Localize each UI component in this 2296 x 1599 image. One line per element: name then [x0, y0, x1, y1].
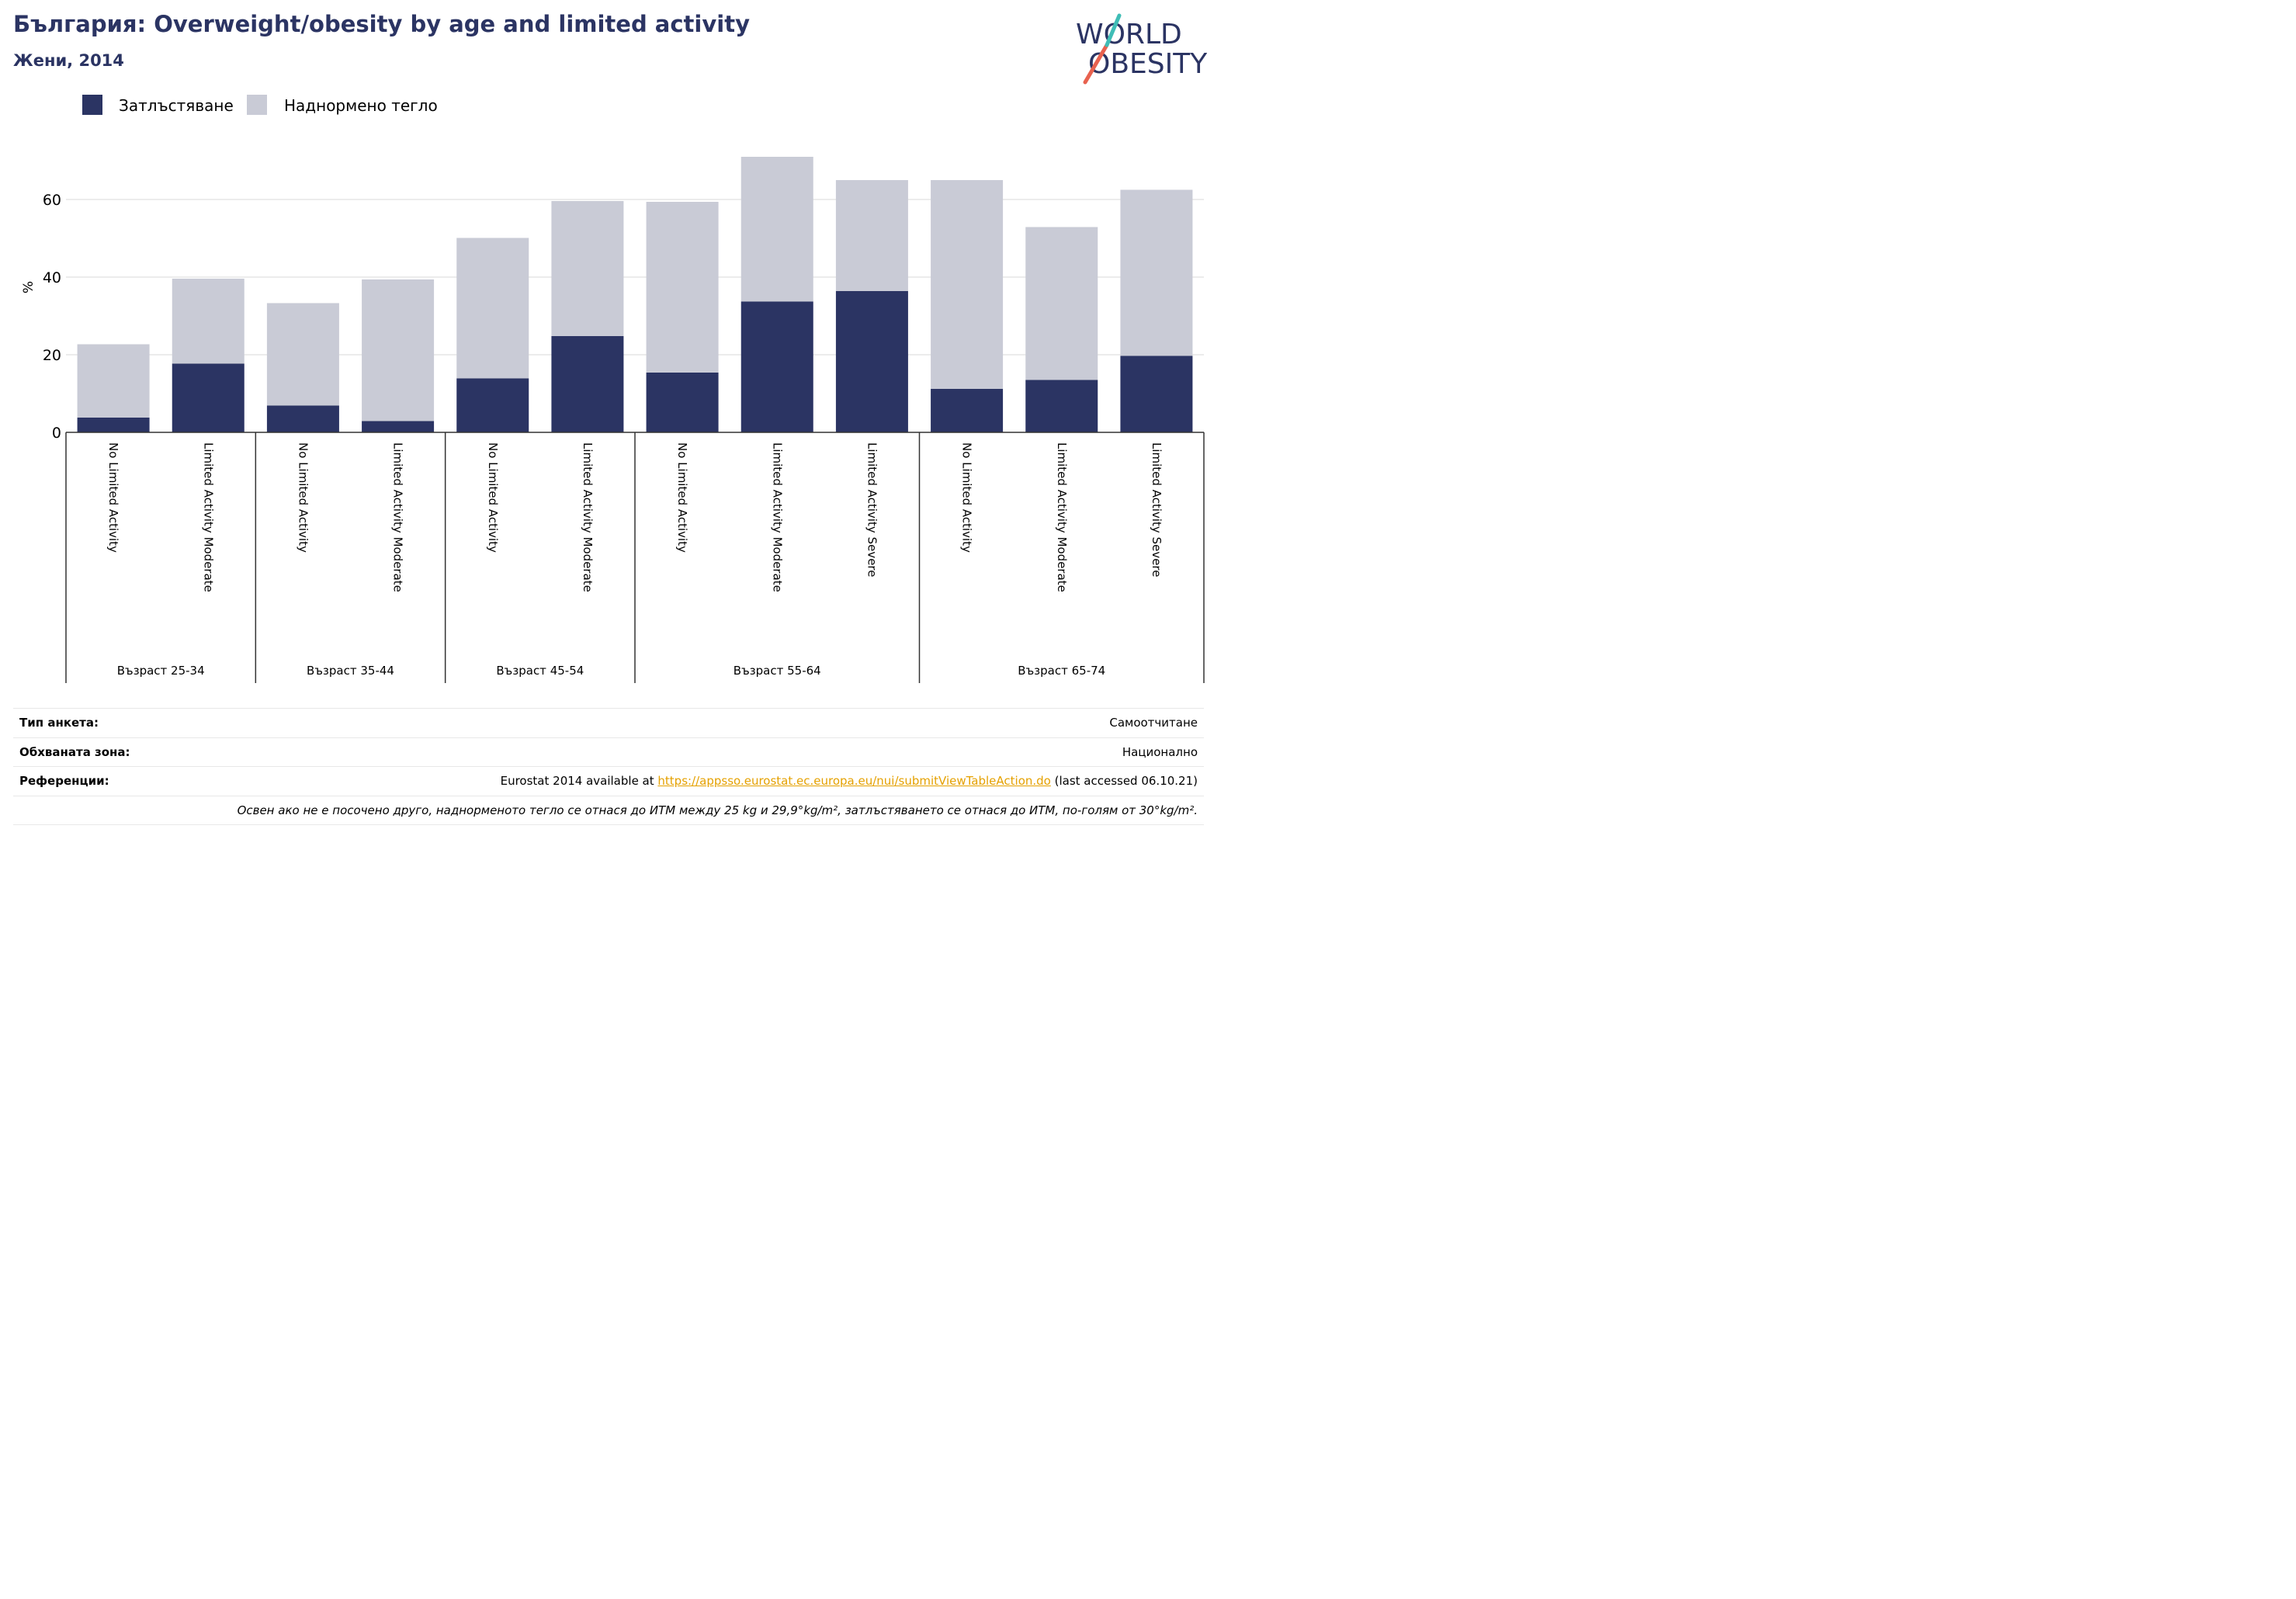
chart-title: България: Overweight/obesity by age and …: [13, 11, 750, 37]
bar-overweight-11: [1120, 189, 1193, 356]
bar-overweight-6: [646, 202, 719, 373]
group-label-2: Възраст 45-54: [496, 664, 584, 678]
bar-overweight-2: [266, 303, 339, 406]
bar-obesity-1: [172, 363, 245, 432]
logo-slash-teal: [1105, 13, 1122, 47]
x-category-label-2: No Limited Activity: [296, 442, 310, 553]
stacked-bar-chart: Затлъстяване Наднормено тегло 0 20 40 60% No…: [21, 95, 1205, 683]
x-category-label-11: Limited Activity Severe: [1150, 442, 1164, 578]
group-label-4: Възраст 65-74: [1018, 664, 1105, 678]
bar-obesity-7: [740, 301, 813, 432]
survey-type-value: Самоотчитане: [189, 708, 1204, 737]
bar-obesity-10: [1025, 380, 1098, 432]
chart-legend: Затлъстяване Наднормено тегло: [82, 95, 438, 115]
group-label-3: Възраст 55-64: [734, 664, 821, 678]
y-tick-label-0: 0: [52, 425, 61, 442]
bar-obesity-0: [77, 418, 150, 432]
bar-overweight-8: [835, 180, 908, 291]
coverage-area-value: Национално: [189, 737, 1204, 767]
bar-obesity-4: [456, 378, 529, 432]
coverage-area-label: Обхваната зона:: [13, 737, 189, 767]
x-category-label-8: Limited Activity Severe: [865, 442, 879, 578]
bar-obesity-11: [1120, 356, 1193, 432]
eurostat-link[interactable]: https://appsso.eurostat.ec.europa.eu/nui…: [657, 774, 1051, 789]
chart-gridlines: [66, 199, 1204, 356]
chart-subtitle: Жени, 2014: [13, 51, 124, 70]
definition-note: Освен ако не е посочено друго, наднормен…: [13, 795, 1204, 825]
bar-overweight-7: [740, 157, 813, 302]
references-value: Eurostat 2014 available at https://appss…: [189, 766, 1204, 796]
legend-swatch-1: [247, 95, 267, 115]
info-row-area: Обхваната зона: Национално: [13, 737, 1204, 767]
bar-overweight-5: [551, 201, 624, 336]
chart-bars: [77, 157, 1193, 432]
logo-slash-red: [1083, 43, 1109, 85]
bar-obesity-5: [551, 336, 624, 432]
y-axis: 0 20 40 60%: [21, 192, 61, 442]
bar-overweight-10: [1025, 227, 1098, 380]
references-prefix: Eurostat 2014 available at: [500, 774, 658, 789]
x-category-label-5: Limited Activity Moderate: [581, 442, 595, 592]
legend-label-0: Затлъстяване: [119, 96, 234, 115]
survey-type-label: Тип анкета:: [13, 708, 189, 737]
bar-overweight-4: [456, 238, 529, 379]
info-row-survey: Тип анкета: Самоотчитане: [13, 708, 1204, 737]
y-tick-label-60: 60: [43, 192, 61, 209]
references-label: Референции:: [13, 766, 189, 796]
y-axis-label: %: [21, 281, 36, 293]
x-category-label-7: Limited Activity Moderate: [770, 442, 784, 592]
y-tick-label-40: 40: [43, 269, 61, 286]
logo-line-2: OBESITY: [1088, 48, 1207, 80]
world-obesity-logo: WORLD OBESITY: [1076, 13, 1207, 85]
info-table: Тип анкета: Самоотчитане Обхваната зона:…: [13, 708, 1204, 825]
x-axis: No Limited Activity Limited Activity Mode…: [65, 432, 1205, 683]
bar-obesity-8: [835, 291, 908, 432]
group-label-1: Възраст 35-44: [307, 664, 394, 678]
bar-obesity-6: [646, 373, 719, 432]
bar-obesity-9: [931, 389, 1004, 432]
legend-label-1: Наднормено тегло: [284, 96, 438, 115]
bar-overweight-0: [77, 344, 150, 418]
logo-line-1: WORLD: [1076, 19, 1182, 50]
bar-overweight-1: [172, 279, 245, 364]
group-label-0: Възраст 25-34: [117, 664, 205, 678]
x-category-label-1: Limited Activity Moderate: [201, 442, 215, 592]
x-category-label-6: No Limited Activity: [675, 442, 689, 553]
x-category-label-10: Limited Activity Moderate: [1055, 442, 1069, 592]
bar-overweight-9: [931, 180, 1004, 389]
bar-obesity-3: [362, 421, 435, 432]
x-category-label-4: No Limited Activity: [486, 442, 500, 553]
y-tick-label-20: 20: [43, 347, 61, 364]
references-suffix: (last accessed 06.10.21): [1050, 774, 1198, 789]
x-category-label-9: No Limited Activity: [960, 442, 974, 553]
bar-overweight-3: [362, 279, 435, 421]
bar-obesity-2: [266, 405, 339, 432]
info-row-note: Освен ако не е посочено друго, наднормен…: [13, 795, 1204, 825]
legend-swatch-0: [82, 95, 102, 115]
x-category-label-3: Limited Activity Moderate: [391, 442, 405, 592]
x-category-label-0: No Limited Activity: [106, 442, 120, 553]
info-row-references: Референции: Eurostat 2014 available at h…: [13, 766, 1204, 796]
